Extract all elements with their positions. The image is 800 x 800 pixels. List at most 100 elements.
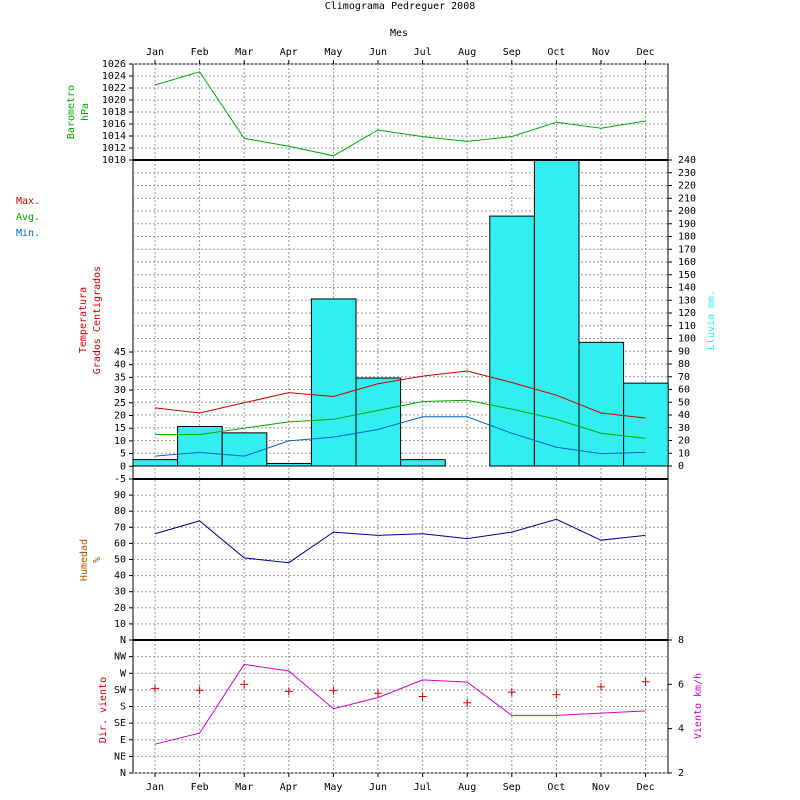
temperature-tick-label: 35 [114, 372, 126, 383]
rain-bar [623, 382, 669, 467]
rain-tick-label: 70 [678, 372, 690, 383]
rain-bar [533, 159, 580, 467]
wind-direction-axis-label: Dir. viento [98, 677, 109, 743]
humidity-tick-label: 70 [114, 522, 126, 533]
month-label-top: Nov [592, 47, 610, 58]
pressure-axis-unit: hPa [80, 103, 91, 121]
rain-tick-label: 40 [678, 410, 690, 421]
wind-direction-tick-label: E [120, 735, 126, 746]
wind-direction-tick-label: NE [114, 751, 126, 762]
pressure-tick-label: 1018 [102, 107, 126, 118]
humidity-tick-label: 50 [114, 555, 126, 566]
month-label-bottom: Jul [414, 782, 432, 793]
temperature-tick-label: 40 [114, 360, 126, 371]
month-label-top: Mar [235, 47, 253, 58]
rain-bar [400, 459, 446, 467]
rain-tick-label: 160 [678, 257, 696, 268]
rain-bar [266, 462, 312, 467]
pressure-tick-label: 1014 [102, 131, 126, 142]
rain-tick-label: 150 [678, 270, 696, 281]
rain-tick-label: 130 [678, 295, 696, 306]
rain-bar [310, 298, 357, 467]
rain-axis-label: Lluvia mm. [706, 290, 717, 350]
pressure-line [154, 71, 646, 157]
humidity-tick-label: 40 [114, 571, 126, 582]
rain-tick-label: 210 [678, 193, 696, 204]
rain-bar [355, 377, 402, 467]
humidity-axis-unit: % [92, 557, 103, 563]
temperature-line-avg [155, 399, 646, 439]
month-label-top: Jan [146, 47, 164, 58]
rain-tick-label: 10 [678, 448, 690, 459]
legend-min: Min. [16, 228, 40, 239]
wind-direction-marker [463, 698, 472, 707]
month-label-top: Jun [369, 47, 387, 58]
rain-tick-label: 220 [678, 181, 696, 192]
wind-direction-marker [641, 677, 650, 686]
wind-direction-marker [418, 692, 427, 701]
temperature-axis-label: Temperatura [78, 287, 89, 353]
humidity-tick-label: 60 [114, 538, 126, 549]
wind-speed-tick-label: 4 [678, 724, 684, 735]
month-label-bottom: Jun [369, 782, 387, 793]
wind-direction-tick-label: SE [114, 718, 126, 729]
month-label-bottom: May [324, 782, 342, 793]
x-axis-label: Mes [390, 28, 408, 39]
rain-tick-label: 120 [678, 308, 696, 319]
humidity-tick-label: N [120, 635, 126, 646]
rain-bar [578, 341, 625, 467]
humidity-tick-label: 10 [114, 619, 126, 630]
rain-tick-label: 230 [678, 168, 696, 179]
wind-direction-marker [151, 684, 159, 693]
rain-tick-label: 110 [678, 321, 696, 332]
panel-dividers [133, 159, 668, 641]
legend-max: Max. [16, 196, 40, 207]
wind-direction-tick-label: W [120, 668, 127, 679]
month-label-top: Jul [414, 47, 432, 58]
month-label-top: Dec [637, 47, 655, 58]
temperature-tick-label: 5 [120, 449, 126, 460]
wind-speed-tick-label: 2 [678, 768, 684, 779]
series-lines [151, 71, 650, 745]
wind-direction-marker [284, 687, 293, 696]
pressure-tick-label: 1016 [102, 119, 126, 130]
temperature-tick-label: 0 [120, 461, 126, 472]
wind-direction-marker [597, 682, 605, 691]
rain-tick-label: 140 [678, 283, 696, 294]
rain-bar [177, 425, 223, 467]
month-label-bottom: Nov [592, 782, 610, 793]
wind-direction-marker [240, 680, 249, 689]
rain-tick-label: 0 [678, 461, 684, 472]
rain-tick-label: 30 [678, 423, 690, 434]
wind-direction-tick-label: SW [114, 685, 127, 696]
rain-tick-label: 80 [678, 359, 690, 370]
temperature-tick-label: 20 [114, 411, 126, 422]
temperature-axis-unit: Grados Centigrados [92, 266, 103, 374]
wind-direction-marker [329, 686, 338, 695]
temperature-line-max [154, 370, 646, 419]
rain-tick-label: 200 [678, 206, 696, 217]
humidity-tick-label: 20 [114, 603, 126, 614]
temperature-tick-label: 25 [114, 398, 126, 409]
wind-direction-marker [507, 688, 516, 697]
temperature-line-min [154, 416, 646, 457]
pressure-tick-label: 1012 [102, 143, 126, 154]
axis-labels: Barometro hPa Temperatura Grados Centigrado… [16, 85, 717, 743]
month-label-top: Aug [458, 47, 476, 58]
month-label-bottom: Mar [235, 782, 253, 793]
temperature-tick-label: 30 [114, 385, 126, 396]
humidity-tick-label: 30 [114, 587, 126, 598]
pressure-tick-label: 1022 [102, 83, 126, 94]
rain-bar [221, 432, 268, 467]
rain-bar [489, 215, 535, 467]
month-label-bottom: Apr [280, 782, 298, 793]
humidity-tick-label: 80 [114, 506, 126, 517]
month-label-top: Feb [191, 47, 209, 58]
month-label-bottom: Sep [503, 782, 521, 793]
pressure-tick-label: 1026 [102, 59, 126, 70]
month-label-bottom: Oct [547, 782, 565, 793]
wind-speed-line [154, 663, 646, 745]
temperature-tick-label: 45 [114, 347, 126, 358]
month-label-bottom: Feb [191, 782, 209, 793]
